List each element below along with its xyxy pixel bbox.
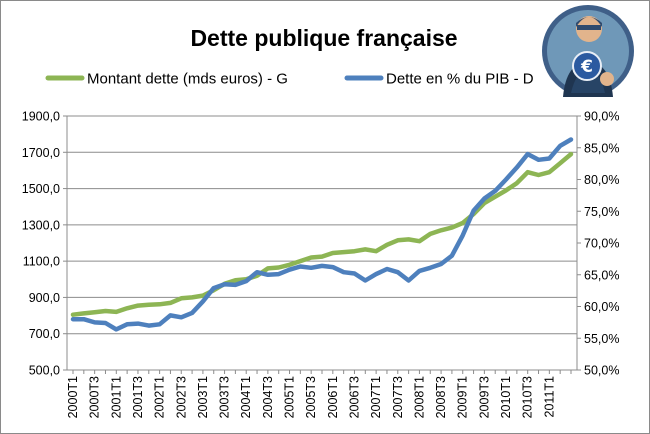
x-tick-label: 2002T3: [174, 376, 188, 418]
x-tick-label: 2009T1: [456, 376, 470, 418]
chart-title: Dette publique française: [190, 25, 457, 51]
x-tick-label: 2008T1: [412, 376, 426, 418]
x-tick-label: 2006T1: [326, 376, 340, 418]
x-tick-label: 2005T1: [283, 376, 297, 418]
y-left-tick-label: 1500,0: [22, 182, 60, 196]
series-layer: [70, 137, 574, 332]
x-tick-label: 2007T3: [391, 376, 405, 418]
y-axis-left: 500,0 700,0 900,0 1100,0 1300,0 1500,0 1700,0 1…: [22, 110, 68, 378]
gridlines: [67, 115, 577, 371]
y-left-tick-label: 1900,0: [22, 110, 60, 124]
y-right-tick-label: 60,0%: [584, 300, 619, 314]
x-tick-label: 2011T1: [542, 376, 556, 418]
y-right-tick-label: 80,0%: [584, 173, 619, 187]
x-tick-label: 2003T1: [196, 376, 210, 418]
x-tick-label: 2000T3: [88, 376, 102, 418]
series-line-1: [70, 151, 574, 317]
x-tick-label: 2002T1: [153, 376, 167, 418]
x-tick-label: 2010T3: [521, 376, 535, 418]
x-tick-label: 2001T1: [109, 376, 123, 418]
legend-label-2: Dette en % du PIB - D: [386, 71, 534, 88]
x-tick-label: 2009T3: [477, 376, 491, 418]
x-tick-label: 2007T1: [369, 376, 383, 418]
legend: Montant dette (mds euros) - G Dette en % …: [45, 71, 534, 88]
mascot-logo: €: [542, 5, 634, 97]
y-right-tick-label: 50,0%: [584, 364, 619, 378]
y-right-tick-label: 55,0%: [584, 332, 619, 346]
svg-text:€: €: [580, 57, 593, 77]
y-right-tick-label: 65,0%: [584, 268, 619, 282]
x-tick-label: 2000T1: [66, 376, 80, 418]
y-left-tick-label: 700,0: [29, 327, 60, 341]
y-right-tick-label: 85,0%: [584, 141, 619, 155]
x-tick-label: 2008T3: [434, 376, 448, 418]
x-tick-label: 2001T3: [131, 376, 145, 418]
y-left-tick-label: 1300,0: [22, 218, 60, 232]
y-left-tick-label: 1100,0: [23, 255, 60, 269]
y-right-tick-label: 90,0%: [584, 110, 619, 124]
x-tick-label: 2006T3: [347, 376, 361, 418]
x-tick-label: 2005T3: [304, 376, 318, 418]
series-line-2: [70, 137, 574, 332]
x-tick-label: 2010T1: [499, 376, 513, 418]
y-left-tick-label: 500,0: [29, 364, 60, 378]
y-left-tick-label: 1700,0: [22, 146, 60, 160]
x-tick-label: 2004T3: [261, 376, 275, 418]
y-right-tick-label: 70,0%: [584, 237, 619, 251]
x-tick-label: 2004T1: [239, 376, 253, 418]
y-right-tick-label: 75,0%: [584, 205, 619, 219]
legend-label-1: Montant dette (mds euros) - G: [87, 71, 288, 88]
y-axis-right: 50,0% 55,0% 60,0% 65,0% 70,0% 75,0% 80,0% 85,0%…: [576, 110, 619, 378]
x-axis: 2000T1 2000T3 2001T1 2001T3 2002T1 2002T3 2003…: [66, 369, 577, 418]
y-left-tick-label: 900,0: [29, 291, 60, 305]
x-tick-label: 2003T3: [218, 376, 232, 418]
